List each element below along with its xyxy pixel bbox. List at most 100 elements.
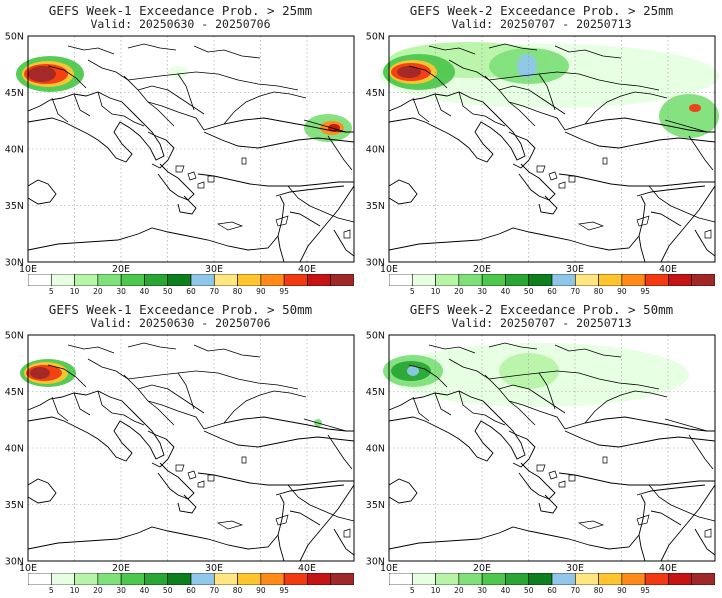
coastlines [388,43,716,263]
border-7 [87,358,197,380]
legend-swatch [307,274,332,286]
border-5 [147,101,205,131]
border-6 [484,115,506,127]
coastline-3 [518,163,556,201]
coastline-12 [289,211,321,227]
legend-label: 5 [409,586,415,595]
coastline-1 [388,179,418,205]
coastline-0 [27,91,165,163]
legend-label: 80 [593,586,604,595]
legend-swatch [551,274,576,286]
coastline-7 [558,472,715,486]
legend-swatch [190,274,215,286]
border-16 [127,43,177,51]
border-11 [584,91,668,125]
map-panel-week1-25mm: GEFS Week-1 Exceedance Prob. > 25mm Vali… [0,0,361,299]
legend-label: 10 [69,287,80,296]
coastline-7 [197,472,354,486]
island-2 [197,181,205,189]
border-17 [67,45,115,55]
island-0 [536,464,546,472]
legend-swatch [411,573,436,585]
border-4 [137,85,205,115]
legend-swatch [144,573,169,585]
lat-tick-label: 30N [5,258,24,269]
border-11 [223,91,307,125]
legend-swatch [50,573,75,585]
coastlines [27,342,355,562]
color-legend [389,274,715,286]
island-6 [275,514,289,526]
legend-label: 40 [500,287,511,296]
island-6 [275,215,289,227]
legend-swatch [691,274,715,286]
island-0 [536,165,546,173]
lat-tick-label: 30N [366,557,385,568]
lat-tick-label: 40N [5,145,24,156]
lat-tick-label: 50N [366,331,385,342]
legend-swatch [505,274,530,286]
island-5 [216,221,244,231]
legend-swatch [307,573,332,585]
border-10 [195,71,299,91]
legend-swatch [389,573,413,585]
coastline-13 [636,185,706,197]
legend-swatch [237,274,262,286]
legend-label: 40 [500,586,511,595]
probability-area-9 [689,104,701,112]
border-0 [51,97,69,123]
legend-label: 80 [232,287,243,296]
legend-swatch [144,274,169,286]
legend-label: 5 [409,287,415,296]
lon-tick-label: 40E [298,264,316,275]
legend-label: 70 [570,586,581,595]
coastline-11 [694,528,716,556]
island-3 [207,474,215,482]
island-7 [704,528,712,538]
legend-swatch [167,573,192,585]
map-panel-week2-25mm: GEFS Week-2 Exceedance Prob. > 25mm Vali… [361,0,722,299]
lon-tick-label: 30E [205,563,223,574]
lat-tick-label: 40N [366,444,385,455]
map-frame [388,334,716,562]
island-2 [558,181,566,189]
coastline-9 [277,534,285,562]
legend-swatch [260,274,285,286]
border-14 [648,484,716,522]
border-12 [303,119,347,133]
border-8 [408,364,448,388]
legend-swatch [668,573,693,585]
coastline-5 [203,117,354,133]
border-1 [73,93,91,117]
border-0 [412,97,430,123]
coastline-13 [275,484,345,496]
border-13 [327,434,353,470]
panel-valid-dates: Valid: 20250630 - 20250706 [90,17,271,31]
border-5 [508,101,566,131]
legend-label: 90 [256,586,266,595]
panel-valid-dates: Valid: 20250630 - 20250706 [90,316,271,330]
island-6 [636,215,650,227]
legend-label: 95 [279,287,289,296]
legend-label: 60 [547,586,557,595]
legend-swatch [50,274,75,286]
lon-tick-label: 20E [112,264,130,275]
border-5 [147,400,205,430]
legend-label: 95 [640,287,650,296]
legend-label: 70 [209,287,220,296]
island-0 [175,165,185,173]
color-legend [28,573,354,585]
probability-area-3 [30,367,50,379]
color-legend [389,573,715,585]
legend-swatch [190,573,215,585]
legend-swatch [213,274,238,286]
coastline-8 [27,195,285,251]
border-17 [67,344,115,354]
panel-title: GEFS Week-2 Exceedance Prob. > 50mm [409,302,674,317]
probability-shading [20,359,322,427]
lat-tick-label: 40N [366,145,385,156]
island-7 [343,528,351,538]
coastline-10 [299,484,355,562]
border-16 [488,43,538,51]
